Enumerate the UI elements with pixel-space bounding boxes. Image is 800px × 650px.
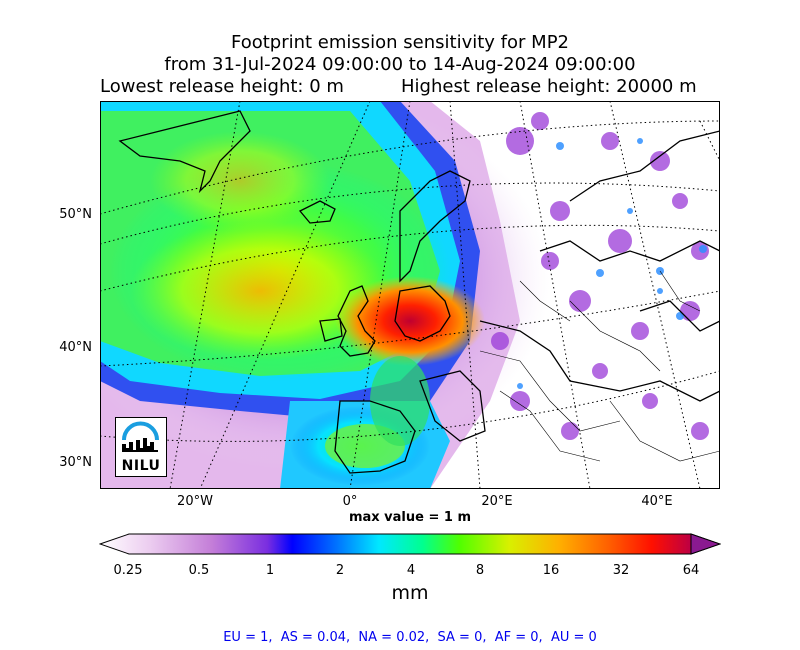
lat-label-50n: 50°N [59,207,92,222]
colorbar-tick-64: 64 [682,563,700,578]
lat-label-40n: 40°N [59,340,92,355]
nilu-logo: NILU [115,417,167,477]
lon-label-20e: 20°E [481,494,513,509]
colorbar-tick-0.25: 0.25 [113,563,143,578]
colorbar-tick-0.5: 0.5 [188,563,210,578]
colorbar-unit: mm [391,582,429,604]
nilu-logo-text: NILU [121,458,161,474]
colorbar-tick-1: 1 [265,563,275,578]
coastlines [118,110,720,474]
title-line-1: Footprint emission sensitivity for MP2 [230,32,569,53]
borders [479,270,720,462]
highest-release-height: Highest release height: 20000 m [401,76,697,97]
lon-label-0: 0° [342,494,358,509]
hotspot [335,276,485,366]
max-value-label: max value = 1 m [348,510,472,525]
lon-label-40e: 40°E [641,494,673,509]
colorbar [99,533,721,555]
colorbar-tick-32: 32 [612,563,630,578]
colorbar-tick-8: 8 [475,563,485,578]
title-line-2: from 31-Jul-2024 09:00:00 to 14-Aug-2024… [164,54,636,75]
colorbar-tick-2: 2 [335,563,345,578]
graticule [100,101,720,489]
lat-label-30n: 30°N [59,455,92,470]
lowest-release-height: Lowest release height: 0 m [100,76,344,97]
region-stats: EU = 1, AS = 0.04, NA = 0.02, SA = 0, AF… [223,630,597,645]
footprint-map [100,101,720,489]
colorbar-tick-4: 4 [406,563,416,578]
lon-label-20w: 20°W [177,494,213,509]
colorbar-tick-16: 16 [542,563,560,578]
nilu-logo-icon [122,421,159,452]
